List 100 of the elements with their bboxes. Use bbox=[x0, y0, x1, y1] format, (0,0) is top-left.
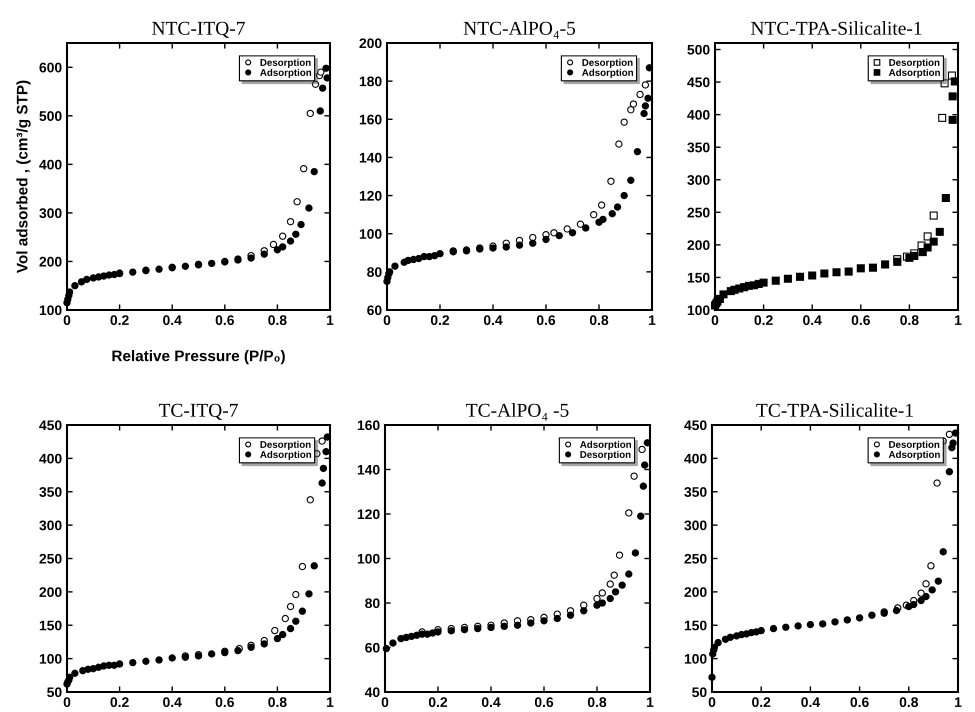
y-tick-label: 400 bbox=[39, 160, 62, 170]
x-tick-label: 0.2 bbox=[754, 315, 773, 326]
legend-label: Desorption bbox=[260, 58, 311, 68]
y-tick-label: 80 bbox=[365, 598, 380, 608]
y-tick-label: 500 bbox=[687, 44, 710, 55]
y-tick-label: 160 bbox=[360, 114, 382, 124]
x-tick-label: 0.8 bbox=[268, 315, 287, 326]
x-tick-label: 1 bbox=[647, 697, 654, 707]
y-tick-label: 400 bbox=[39, 454, 62, 464]
y-tick-label: 50 bbox=[692, 687, 707, 698]
x-tick-label: 0.8 bbox=[900, 315, 919, 326]
x-tick-label: 0 bbox=[708, 697, 716, 708]
chart-title: TC-TPA-Silicalite-1 bbox=[756, 403, 913, 417]
legend-label: Desorption bbox=[260, 440, 311, 450]
legend-label: Desorption bbox=[580, 450, 630, 460]
x-tick-label: 0.2 bbox=[752, 697, 770, 708]
y-tick-label: 60 bbox=[365, 642, 380, 653]
y-tick-label: 300 bbox=[39, 208, 62, 218]
y-tick-label: 50 bbox=[47, 687, 62, 698]
x-tick-label: 1 bbox=[327, 315, 334, 325]
x-tick-label: 0.4 bbox=[801, 697, 820, 708]
x-tick-label: 0.4 bbox=[482, 697, 501, 708]
chart-title: NTC-ITQ-7 bbox=[152, 22, 245, 38]
y-tick-label: 100 bbox=[40, 305, 62, 316]
y-tick-label: 200 bbox=[359, 38, 382, 48]
legend-label: Adsorption bbox=[580, 440, 632, 450]
chart-title: NTC-AlPO₄-5 bbox=[464, 21, 576, 39]
y-tick-label: 300 bbox=[687, 175, 710, 185]
x-tick-label: 0 bbox=[384, 315, 390, 326]
y-tick-label: 450 bbox=[684, 420, 707, 430]
legend-label: Adsorption bbox=[582, 68, 634, 78]
x-tick-label: 1 bbox=[955, 315, 962, 325]
x-tick-label: 0.2 bbox=[428, 697, 448, 708]
x-tick-label: 0.4 bbox=[484, 315, 503, 326]
x-tick-label: 1 bbox=[327, 697, 334, 707]
x-tick-label: 0 bbox=[382, 697, 388, 708]
y-tick-label: 40 bbox=[364, 687, 380, 698]
x-tick-label: 0 bbox=[64, 315, 70, 326]
y-tick-label: 80 bbox=[367, 267, 382, 278]
y-tick-label: 600 bbox=[39, 62, 62, 72]
x-tick-label: 0.4 bbox=[803, 315, 822, 326]
legend-label: Desorption bbox=[582, 58, 632, 68]
y-tick-label: 350 bbox=[687, 142, 710, 152]
y-tick-label: 140 bbox=[358, 464, 380, 475]
x-tick-label: 0.6 bbox=[850, 697, 869, 708]
x-tick-label: 1 bbox=[955, 697, 962, 707]
y-tick-label: 250 bbox=[39, 554, 62, 564]
y-tick-label: 450 bbox=[687, 77, 710, 88]
x-tick-label: 0.6 bbox=[216, 697, 234, 708]
x-tick-label: 0.6 bbox=[536, 315, 556, 326]
y-tick-label: 300 bbox=[684, 520, 707, 530]
x-tick-label: 1 bbox=[649, 315, 656, 325]
y-tick-label: 100 bbox=[360, 229, 382, 239]
x-tick-label: 0.8 bbox=[900, 697, 918, 708]
y-tick-label: 100 bbox=[358, 554, 380, 564]
y-tick-label: 250 bbox=[684, 554, 707, 564]
y-tick-label: 100 bbox=[684, 654, 707, 664]
y-tick-label: 400 bbox=[687, 110, 710, 120]
x-tick-label: 0.4 bbox=[163, 697, 182, 708]
y-axis-title: Vol adsorbed , (cm³/g STP) bbox=[16, 80, 31, 274]
x-axis-title: Relative Pressure (P/P₀) bbox=[112, 350, 285, 364]
legend-label: Adsorption bbox=[260, 450, 312, 460]
x-tick-label: 0.6 bbox=[852, 315, 870, 326]
x-tick-label: 0.8 bbox=[588, 697, 606, 708]
y-tick-label: 180 bbox=[360, 76, 382, 86]
y-tick-label: 120 bbox=[360, 190, 382, 201]
x-tick-label: 0 bbox=[712, 315, 718, 326]
x-tick-label: 0.2 bbox=[110, 315, 129, 326]
legend-label: Desorption bbox=[889, 440, 940, 450]
legend-label: Desorption bbox=[889, 58, 940, 68]
y-tick-label: 350 bbox=[684, 487, 707, 497]
y-tick-label: 200 bbox=[687, 240, 710, 250]
y-tick-label: 200 bbox=[39, 256, 62, 267]
y-tick-label: 60 bbox=[367, 305, 382, 316]
y-tick-label: 150 bbox=[684, 620, 707, 630]
y-tick-label: 100 bbox=[688, 305, 710, 316]
chart-title: TC-ITQ-7 bbox=[158, 404, 238, 420]
y-tick-label: 450 bbox=[39, 420, 62, 430]
x-tick-label: 0.6 bbox=[216, 315, 234, 326]
x-tick-label: 0 bbox=[64, 697, 70, 708]
y-tick-label: 160 bbox=[358, 420, 380, 430]
legend-label: Adsorption bbox=[260, 68, 312, 78]
x-tick-label: 0.2 bbox=[110, 697, 129, 708]
y-tick-label: 100 bbox=[40, 654, 62, 664]
legend-label: Adsorption bbox=[888, 450, 940, 460]
chart-title: NTC-TPA-Silicalite-1 bbox=[751, 21, 922, 35]
x-tick-label: 0.8 bbox=[590, 315, 608, 326]
y-tick-label: 120 bbox=[358, 509, 380, 520]
x-tick-label: 0.4 bbox=[163, 315, 182, 326]
y-tick-label: 250 bbox=[687, 208, 710, 218]
chart-title: TC-AlPO₄ -5 bbox=[466, 403, 568, 421]
y-tick-label: 200 bbox=[684, 587, 707, 598]
y-tick-label: 150 bbox=[40, 620, 62, 630]
x-tick-label: 0.8 bbox=[268, 697, 287, 708]
y-tick-label: 150 bbox=[688, 272, 710, 283]
legend-label: Adsorption bbox=[888, 68, 940, 78]
y-tick-label: 500 bbox=[39, 111, 62, 121]
y-tick-label: 400 bbox=[684, 454, 707, 464]
y-tick-label: 300 bbox=[39, 520, 62, 530]
y-tick-label: 140 bbox=[360, 152, 382, 163]
